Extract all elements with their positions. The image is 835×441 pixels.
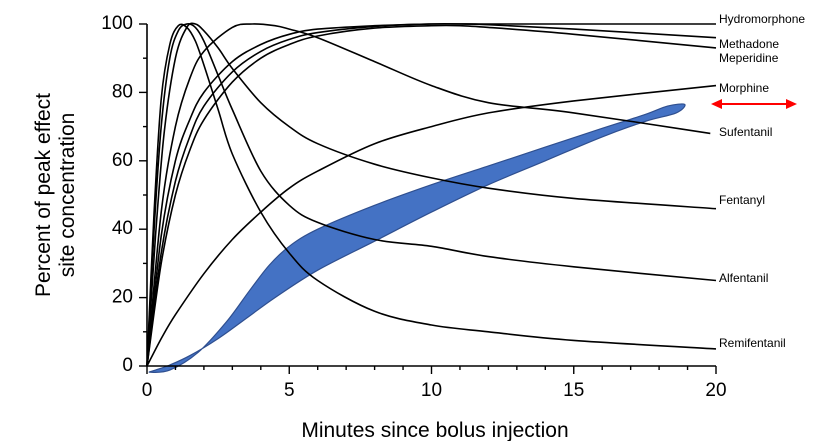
- label-methadone: Methadone: [719, 37, 779, 51]
- x-tick-label-10: 10: [421, 380, 442, 401]
- highlight-region-layer: [148, 103, 686, 374]
- y-tick-label-60: 60: [112, 150, 133, 171]
- curve-layer: [146, 22, 717, 367]
- y-tick-label-80: 80: [112, 81, 133, 102]
- y-axis-title: Percent of peak effect site concentratio…: [32, 93, 79, 297]
- tick-layer: 0 20 40 60 80 100 0 5 10 15 20: [101, 13, 726, 401]
- label-alfentanil: Alfentanil: [719, 271, 768, 285]
- y-tick-label-20: 20: [112, 287, 133, 308]
- label-sufentanil: Sufentanil: [719, 125, 772, 139]
- highlight-region: [148, 103, 686, 374]
- curve-morphine: [146, 84, 717, 367]
- double-arrow: [711, 99, 797, 109]
- curve-sufentanil: [146, 23, 711, 367]
- x-tick-label-5: 5: [284, 380, 295, 401]
- x-tick-label-20: 20: [705, 380, 726, 401]
- y-axis-title-line-2: site concentration: [56, 113, 79, 278]
- curve-remifentanil: [146, 23, 717, 367]
- label-hydromorphone: Hydromorphone: [719, 12, 805, 26]
- curve-meperidine: [146, 24, 717, 367]
- y-tick-label-100: 100: [101, 13, 133, 34]
- y-axis-title-line-1: Percent of peak effect: [32, 93, 55, 297]
- curve-fentanyl: [146, 22, 717, 367]
- curve-alfentanil: [146, 23, 717, 367]
- curve-methadone: [146, 22, 717, 367]
- label-meperidine: Meperidine: [719, 51, 779, 65]
- y-tick-label-40: 40: [112, 218, 133, 239]
- label-fentanyl: Fentanyl: [719, 193, 765, 207]
- label-morphine: Morphine: [719, 81, 769, 95]
- y-tick-label-0: 0: [122, 355, 133, 376]
- x-axis-title: Minutes since bolus injection: [301, 419, 568, 441]
- x-tick-label-15: 15: [563, 380, 584, 401]
- curve-hydromorphone: [146, 23, 716, 367]
- x-tick-label-0: 0: [142, 380, 153, 401]
- double-arrow-left-head: [711, 99, 722, 109]
- double-arrow-right-head: [786, 99, 797, 109]
- label-remifentanil: Remifentanil: [719, 336, 786, 350]
